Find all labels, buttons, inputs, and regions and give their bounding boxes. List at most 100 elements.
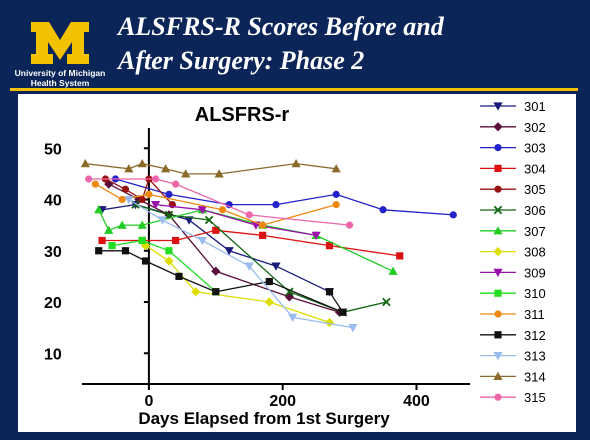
legend-marker-313: [493, 352, 503, 361]
series-line-301: [102, 203, 330, 293]
data-point-308: [324, 317, 335, 328]
legend-marker-303: [494, 144, 502, 152]
slide-title-line1: ALSFRS-R Scores Before and: [118, 12, 444, 41]
legend-marker-306: [493, 205, 503, 215]
data-point-315: [85, 175, 93, 183]
data-point-314: [291, 159, 301, 168]
series-312: [95, 247, 347, 316]
legend-marker-305: [494, 185, 502, 193]
data-point-315: [345, 221, 354, 229]
legend-label-305: 305: [524, 182, 546, 197]
data-point-302: [211, 266, 221, 276]
data-point-304: [172, 236, 180, 245]
university-logo: University of Michigan Health System: [12, 20, 108, 88]
legend-marker-314: [493, 371, 503, 380]
data-point-314: [214, 169, 224, 178]
legend-label-309: 309: [524, 265, 546, 280]
data-point-302: [284, 292, 294, 302]
series-line-306: [135, 203, 387, 313]
data-point-312: [175, 272, 183, 280]
data-point-303: [165, 190, 173, 198]
data-point-311: [259, 221, 267, 229]
data-point-303: [379, 206, 387, 214]
legend-label-312: 312: [524, 328, 546, 343]
legend-marker-308: [493, 247, 503, 257]
block-m-logo-icon: [31, 22, 89, 64]
legend-marker-304: [494, 164, 502, 172]
data-point-311: [218, 206, 227, 214]
legend-item-311: 311: [480, 307, 545, 322]
data-point-304: [212, 226, 220, 234]
legend-item-314: 314: [480, 369, 546, 384]
data-point-315: [172, 180, 180, 188]
legend-item-312: 312: [480, 328, 546, 343]
legend-label-307: 307: [524, 224, 546, 239]
data-point-312: [339, 308, 347, 316]
data-point-301: [271, 262, 281, 271]
legend-label-314: 314: [524, 369, 546, 384]
data-point-314: [137, 159, 147, 168]
legend-item-303: 303: [480, 141, 546, 156]
legend-marker-301: [493, 102, 503, 111]
data-point-301: [184, 216, 194, 225]
data-point-304: [259, 231, 267, 239]
data-point-307: [388, 266, 398, 275]
data-point-313: [348, 324, 358, 333]
data-point-304: [396, 252, 404, 260]
legend-marker-310: [494, 289, 502, 297]
data-point-303: [449, 211, 457, 219]
legend-label-315: 315: [524, 390, 546, 405]
logo-text-line1: University of Michigan: [14, 68, 106, 78]
series-305: [101, 175, 176, 209]
data-point-314: [181, 169, 191, 178]
legend-item-304: 304: [480, 161, 546, 176]
legend-item-305: 305: [480, 182, 546, 197]
series-314: [80, 159, 341, 178]
legend-label-303: 303: [524, 141, 546, 156]
data-point-312: [265, 277, 273, 286]
series-line-314: [85, 162, 337, 175]
legend-item-307: 307: [480, 224, 546, 239]
data-point-307: [94, 205, 104, 214]
legend-label-306: 306: [524, 203, 546, 218]
series-line-310: [111, 239, 217, 293]
x-axis-label: Days Elapsed from 1st Surgery: [138, 409, 390, 428]
series-313: [124, 195, 358, 333]
data-point-307: [137, 220, 147, 229]
legend-marker-309: [493, 268, 503, 277]
data-point-310: [165, 247, 173, 255]
legend-item-306: 306: [480, 203, 546, 218]
data-point-309: [150, 201, 161, 210]
data-point-311: [332, 201, 340, 209]
data-point-310: [108, 242, 116, 250]
x-tick-label: 0: [144, 393, 153, 410]
legend-label-310: 310: [524, 286, 546, 301]
y-tick-label: 10: [44, 346, 62, 363]
series-311: [91, 180, 340, 229]
legend-item-310: 310: [480, 286, 546, 301]
y-tick-label: 20: [44, 295, 62, 312]
series-306: [131, 200, 391, 317]
data-point-314: [161, 164, 171, 173]
data-point-315: [151, 175, 160, 183]
data-point-312: [325, 288, 334, 296]
data-point-307: [117, 220, 127, 229]
data-point-308: [264, 297, 274, 307]
data-point-309: [197, 206, 208, 215]
legend-marker-307: [493, 226, 503, 235]
data-point-301: [224, 247, 234, 256]
data-point-313: [124, 195, 134, 205]
data-point-313: [197, 236, 208, 246]
series-line-312: [98, 250, 345, 314]
data-point-315: [245, 211, 253, 219]
data-point-312: [121, 247, 130, 255]
x-tick-label: 400: [403, 393, 430, 410]
series-315: [85, 175, 354, 229]
legend-item-308: 308: [480, 245, 546, 260]
data-point-307: [104, 225, 114, 234]
y-tick-label: 30: [44, 244, 62, 261]
slide-title-line2: After Surgery: Phase 2: [118, 46, 365, 75]
legend-marker-312: [494, 331, 502, 339]
data-point-311: [145, 190, 153, 198]
